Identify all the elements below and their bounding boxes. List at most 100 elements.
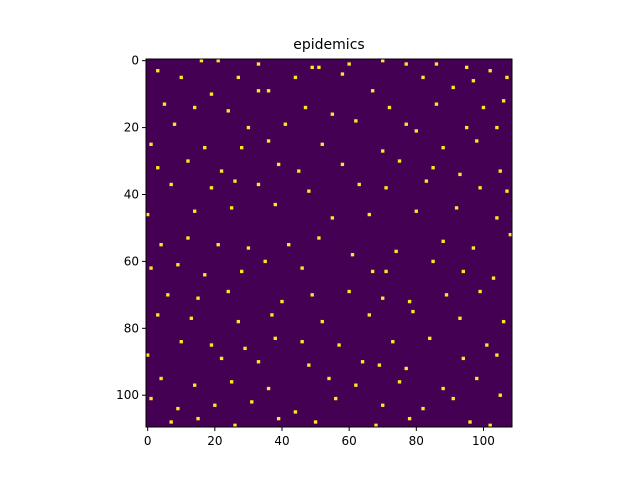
cell [424, 179, 429, 183]
cell [273, 202, 277, 207]
cell [441, 386, 445, 391]
cell [495, 216, 499, 220]
cell [317, 65, 321, 70]
y-tick-label: 20 [124, 121, 139, 135]
cell [330, 216, 335, 220]
cell [307, 189, 311, 193]
cell [300, 266, 304, 270]
cell [186, 159, 190, 163]
cell [236, 319, 241, 324]
cell [461, 356, 465, 361]
cell [320, 142, 324, 146]
cell [407, 416, 412, 421]
cell [340, 72, 345, 76]
cell [216, 243, 220, 247]
x-tick-label: 60 [342, 434, 357, 448]
cell [169, 420, 173, 424]
cell [199, 59, 204, 63]
cell [209, 186, 214, 190]
cell [381, 149, 385, 153]
x-tick-label: 20 [207, 434, 222, 448]
cell [404, 366, 408, 371]
x-tick-label: 40 [274, 434, 289, 448]
cell [458, 172, 462, 177]
cell [334, 396, 338, 401]
cell [159, 376, 163, 381]
cell [414, 209, 418, 213]
cell [488, 69, 492, 73]
cell [414, 129, 418, 133]
cell [370, 89, 375, 93]
cell [501, 99, 506, 103]
cell [266, 139, 271, 143]
cell [313, 420, 318, 424]
cell [243, 346, 247, 351]
cell [193, 209, 197, 213]
cell [240, 269, 244, 274]
cell [397, 380, 402, 384]
cell [172, 122, 177, 126]
cell [276, 416, 281, 421]
cell [478, 289, 482, 294]
cell [146, 353, 150, 357]
cell [169, 182, 173, 187]
cell [384, 186, 388, 190]
x-tick-label: 0 [144, 434, 152, 448]
cell [498, 169, 502, 173]
cell [186, 236, 190, 240]
cell [256, 62, 261, 66]
cell [266, 89, 271, 93]
cell [209, 92, 214, 96]
cell [381, 59, 385, 63]
cell [495, 125, 499, 130]
cell [481, 105, 486, 110]
cell [276, 162, 281, 167]
cell [300, 340, 304, 344]
cell [461, 269, 465, 274]
cell [464, 125, 469, 130]
cell [391, 340, 395, 344]
cell [428, 336, 432, 341]
cell [176, 406, 180, 411]
cell [431, 166, 435, 170]
cell [475, 139, 479, 143]
cell [381, 403, 385, 407]
y-tick-label: 100 [116, 388, 139, 402]
cell [233, 423, 237, 427]
cell [310, 293, 314, 297]
cell [464, 65, 469, 70]
cell [240, 145, 244, 150]
cell [505, 189, 509, 193]
cell [297, 169, 301, 173]
cell [256, 182, 261, 187]
cell [485, 343, 489, 347]
cell [156, 69, 160, 73]
cell [421, 75, 425, 80]
cell [434, 62, 439, 66]
y-tick-label: 40 [124, 187, 139, 201]
cell [330, 112, 335, 116]
cell [293, 410, 298, 414]
cell [381, 296, 385, 300]
cell [441, 145, 445, 150]
cell [149, 142, 153, 146]
cell [213, 403, 217, 407]
cell [347, 62, 351, 66]
cell [233, 179, 237, 183]
cell [246, 246, 251, 250]
cell [166, 293, 170, 297]
cell [491, 276, 496, 280]
cell [226, 109, 230, 113]
cell [354, 119, 358, 123]
cell [256, 89, 261, 93]
cell [283, 122, 288, 126]
cell [226, 289, 230, 294]
cell [367, 313, 371, 317]
cell [280, 299, 284, 304]
cell [317, 236, 321, 240]
cell [149, 266, 153, 270]
cell [146, 212, 150, 217]
cell [236, 75, 241, 80]
cell [273, 336, 277, 341]
cell [501, 319, 506, 324]
